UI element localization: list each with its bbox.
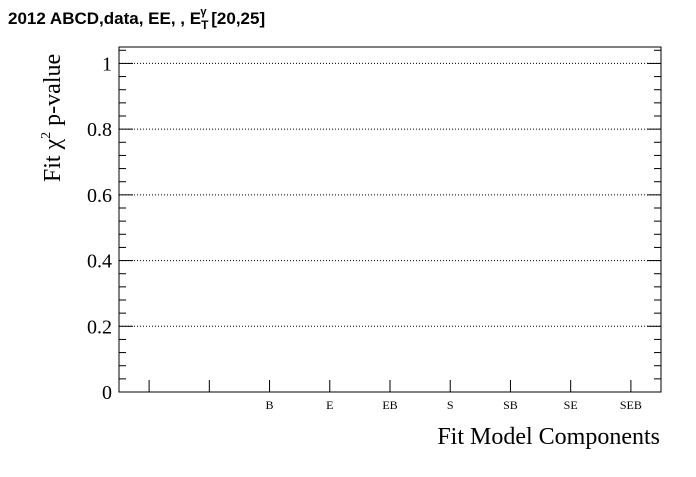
plot-frame bbox=[118, 46, 662, 393]
y-tick-label: 0.2 bbox=[87, 316, 112, 338]
y-axis-label-part1: Fit χ bbox=[40, 138, 66, 182]
x-tick-label: SEB bbox=[620, 398, 642, 412]
x-tick-label: E bbox=[326, 398, 333, 412]
chart-title-subscript: T bbox=[201, 18, 209, 32]
x-tick-label: SB bbox=[503, 398, 518, 412]
grid-lines bbox=[119, 62, 661, 393]
y-axis-label-part2: p-value bbox=[40, 54, 66, 132]
x-tick-label: EB bbox=[382, 398, 397, 412]
x-tick-label: S bbox=[447, 398, 454, 412]
chart-title-superscript: γ bbox=[200, 6, 207, 18]
axis-ticks bbox=[119, 49, 661, 393]
y-axis-label: Fit χ2 p-value bbox=[39, 54, 66, 182]
y-tick-label: 0.6 bbox=[87, 185, 112, 207]
chart-title-range: [20,25] bbox=[207, 9, 266, 28]
y-tick-label: 0.8 bbox=[87, 119, 112, 141]
y-tick-label: 1 bbox=[102, 53, 112, 75]
x-tick-label: B bbox=[266, 398, 274, 412]
x-tick-label: SE bbox=[564, 398, 578, 412]
y-tick-label: 0.4 bbox=[87, 251, 112, 273]
tick-labels: 0 0.2 0.4 0.6 0.8 1 B E EB S SB SE SEB bbox=[87, 53, 642, 412]
chart-title-main: 2012 ABCD,data, EE, , E bbox=[8, 9, 201, 28]
y-axis-label-sup: 2 bbox=[39, 132, 54, 139]
y-tick-label: 0 bbox=[102, 382, 112, 404]
x-axis-label: Fit Model Components bbox=[437, 424, 660, 450]
chart-title: 2012 ABCD,data, EE, , ETγ [20,25] bbox=[8, 6, 265, 32]
